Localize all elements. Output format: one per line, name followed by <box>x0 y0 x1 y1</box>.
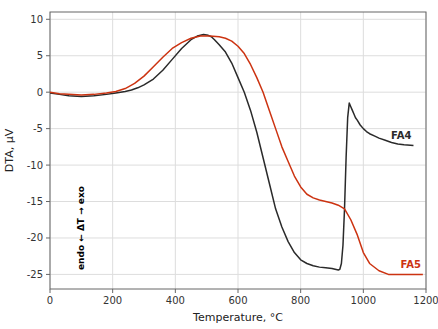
series-label: FA4 <box>391 130 411 141</box>
tick <box>46 237 50 238</box>
tick <box>426 289 427 293</box>
grid <box>50 12 426 289</box>
tick <box>46 201 50 202</box>
tick-label: 600 <box>228 295 247 306</box>
tick-label: 5 <box>37 50 43 61</box>
grid-line <box>175 12 176 289</box>
grid-line <box>363 12 364 289</box>
tick-label: 0 <box>37 87 43 98</box>
plot-frame <box>50 12 426 289</box>
grid-line <box>50 165 426 166</box>
series-line <box>50 36 423 274</box>
series-group <box>50 35 423 275</box>
tick <box>46 128 50 129</box>
tick <box>46 165 50 166</box>
tick-label: -20 <box>27 232 43 243</box>
chart: 0 200 400 600 800 1000 1200 -25 -20 -15 -10 -5 0 5 10 F… <box>0 0 438 329</box>
grid-line <box>50 237 426 238</box>
series-line <box>50 35 413 270</box>
grid-line <box>112 12 113 289</box>
tick-label: 1000 <box>351 295 376 306</box>
tick <box>46 55 50 56</box>
grid-line <box>238 12 239 289</box>
grid-line <box>50 128 426 129</box>
tick-label: 0 <box>47 295 53 306</box>
grid-line <box>50 19 426 20</box>
tick <box>363 289 364 293</box>
grid-line <box>50 55 426 56</box>
tick <box>50 289 51 293</box>
tick-label: -25 <box>27 269 43 280</box>
tick <box>112 289 113 293</box>
tick-label: 800 <box>291 295 310 306</box>
annotation: endo ← ΔT → exo <box>76 186 86 270</box>
grid-line <box>300 12 301 289</box>
axes: 0 200 400 600 800 1000 1200 -25 -20 -15 -10 -5 0 5 10 <box>27 12 438 306</box>
tick-label: 400 <box>166 295 185 306</box>
tick <box>46 92 50 93</box>
grid-line <box>50 201 426 202</box>
grid-line <box>50 274 426 275</box>
tick-label: -15 <box>27 196 43 207</box>
labels: FA4 FA5 endo ← ΔT → exo <box>76 130 420 270</box>
tick-label: 10 <box>30 14 43 25</box>
tick-label: 200 <box>103 295 122 306</box>
tick-label: -10 <box>27 160 43 171</box>
tick-label: 1200 <box>413 295 438 306</box>
tick <box>175 289 176 293</box>
tick <box>46 274 50 275</box>
y-axis-label: DTA, μV <box>3 128 16 172</box>
series-label: FA5 <box>400 259 420 270</box>
tick <box>46 19 50 20</box>
plot-background <box>50 12 426 289</box>
tick <box>238 289 239 293</box>
x-axis-label: Temperature, °C <box>192 311 283 324</box>
tick <box>300 289 301 293</box>
tick-label: -5 <box>33 123 43 134</box>
